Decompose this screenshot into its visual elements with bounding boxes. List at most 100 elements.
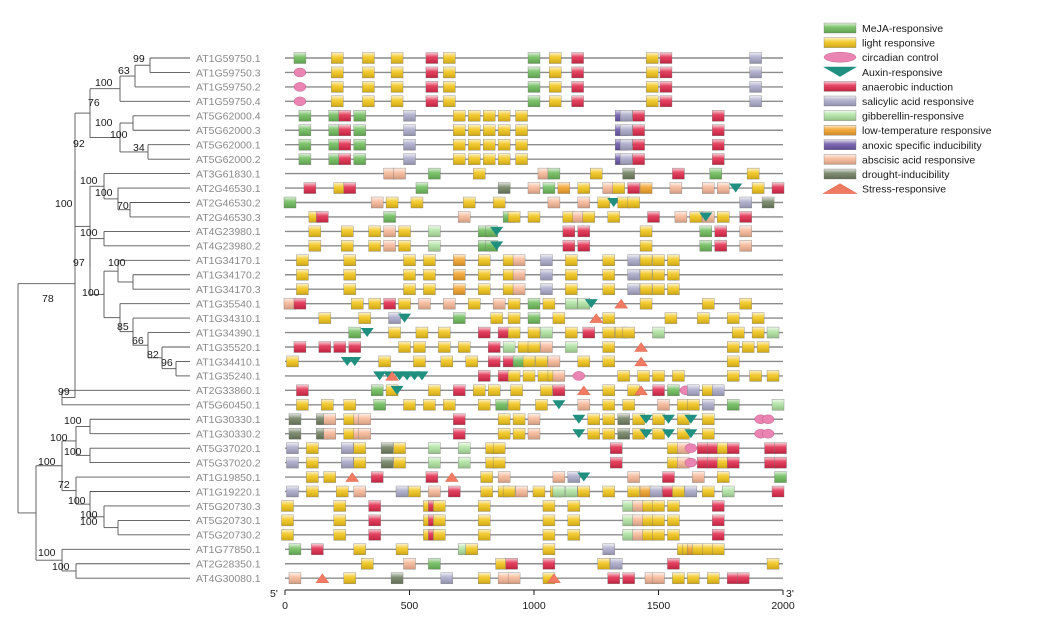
legend-swatch (823, 66, 857, 77)
cis-element-shade (571, 81, 584, 93)
cis-element (576, 385, 591, 396)
legend-swatch (823, 52, 857, 63)
cis-element-shade (552, 370, 566, 382)
gene-label: AT2G46530.1 (196, 183, 261, 195)
cis-element-shade (465, 355, 478, 368)
cis-element-shade (577, 225, 590, 238)
cis-element-shade (331, 52, 344, 64)
cis-element-shade (433, 529, 446, 541)
cis-element-shade (652, 384, 665, 397)
cis-element-shade (353, 456, 366, 469)
cis-element-shade (438, 341, 451, 353)
cis-element-shade (492, 456, 506, 469)
cis-element-shade (515, 139, 528, 151)
cis-element-shade (739, 225, 752, 238)
cis-element-shade (659, 95, 673, 108)
cis-element-shade (639, 240, 653, 252)
cis-element-shade (632, 110, 645, 122)
cis-element-shade (652, 283, 665, 295)
cis-element-shade (622, 167, 635, 180)
cis-element-shade (358, 413, 371, 425)
cis-element-shade (609, 456, 623, 469)
cis-element-shade (712, 500, 725, 512)
cis-element-shade (577, 240, 590, 252)
cis-element-shade (657, 399, 670, 411)
cis-element-shade (627, 254, 640, 266)
cis-element-shade (652, 514, 665, 527)
axis-tick-label: 500 (401, 600, 419, 612)
cis-element-shade (699, 240, 712, 252)
cis-element-shade (702, 297, 715, 310)
cis-element-shade (483, 124, 496, 136)
cis-element-shade (390, 81, 404, 93)
gene-label: AT5G20730.2 (196, 530, 261, 542)
legend-label: MeJA-responsive (862, 23, 943, 35)
cis-element (634, 342, 648, 352)
cis-element-shade (415, 182, 429, 194)
cis-element-shade (590, 167, 603, 180)
bootstrap-value: 72 (58, 479, 70, 491)
cis-element-shade (527, 413, 541, 425)
gene-label: AT2G46530.2 (196, 197, 261, 209)
cis-element-shade (370, 196, 384, 209)
cis-element-shade (749, 66, 762, 79)
cis-element-shade (393, 456, 406, 469)
bootstrap-value: 96 (161, 357, 173, 369)
cis-element-shade (652, 370, 665, 382)
cis-element-shade (478, 269, 491, 281)
cis-element-shade (774, 442, 787, 454)
cis-element-shade (353, 543, 366, 555)
cis-element-shade (672, 370, 685, 382)
cis-element-shade (527, 52, 541, 64)
cis-element (699, 212, 713, 222)
bootstrap-value: 76 (88, 97, 100, 109)
cis-element-shade (702, 182, 715, 194)
cis-element (661, 414, 675, 424)
bootstrap-value: 70 (117, 200, 129, 212)
cis-element-shade (702, 399, 715, 411)
cis-element-shade (667, 384, 680, 397)
cis-element-shade (751, 326, 765, 339)
bootstrap-value: 100 (64, 415, 82, 427)
cis-element-shade (667, 500, 680, 512)
cis-element-shade (562, 240, 576, 252)
cis-element-shade (515, 485, 528, 498)
cis-element-shade (512, 269, 526, 281)
cis-element-shade (552, 471, 566, 483)
legend-label: anoxic specific inducibility (862, 140, 982, 152)
cis-element-shade (639, 297, 653, 310)
cis-element-shade (478, 529, 491, 541)
gene-label: AT4G30080.1 (196, 573, 261, 585)
cis-element-shade (423, 269, 436, 281)
cis-element-shade (288, 428, 302, 440)
cis-element-shade (571, 52, 584, 64)
bootstrap-value: 66 (132, 335, 144, 347)
cis-element-shade (687, 399, 700, 411)
cis-element-shade (565, 254, 578, 266)
cis-element-shade (502, 341, 516, 353)
gene-label: AT4G23980.1 (196, 226, 261, 238)
cis-element (552, 400, 566, 410)
cis-element-shade (727, 442, 740, 454)
cis-element-shade (587, 413, 600, 425)
cis-element-shade (343, 254, 356, 266)
cis-element (584, 299, 598, 309)
cis-element-shade (507, 297, 521, 310)
cis-element-shade (512, 254, 526, 266)
cis-element-shade (298, 139, 312, 151)
cis-element-shade (739, 211, 752, 223)
cis-element-shade (622, 399, 635, 411)
cis-element-shade (542, 558, 556, 570)
cis-element-shade (303, 182, 317, 194)
cis-element-shade (540, 269, 553, 281)
cis-element (661, 429, 675, 439)
legend-swatch-shade (823, 37, 857, 48)
cis-element-shade (662, 471, 675, 483)
cis-element-shade (497, 471, 511, 483)
bootstrap-value: 100 (82, 287, 100, 299)
cis-element-shade (582, 211, 595, 223)
bootstrap-value: 82 (147, 349, 159, 361)
gene-label: AT1G77850.1 (196, 544, 261, 556)
cis-element-shade (567, 500, 581, 512)
